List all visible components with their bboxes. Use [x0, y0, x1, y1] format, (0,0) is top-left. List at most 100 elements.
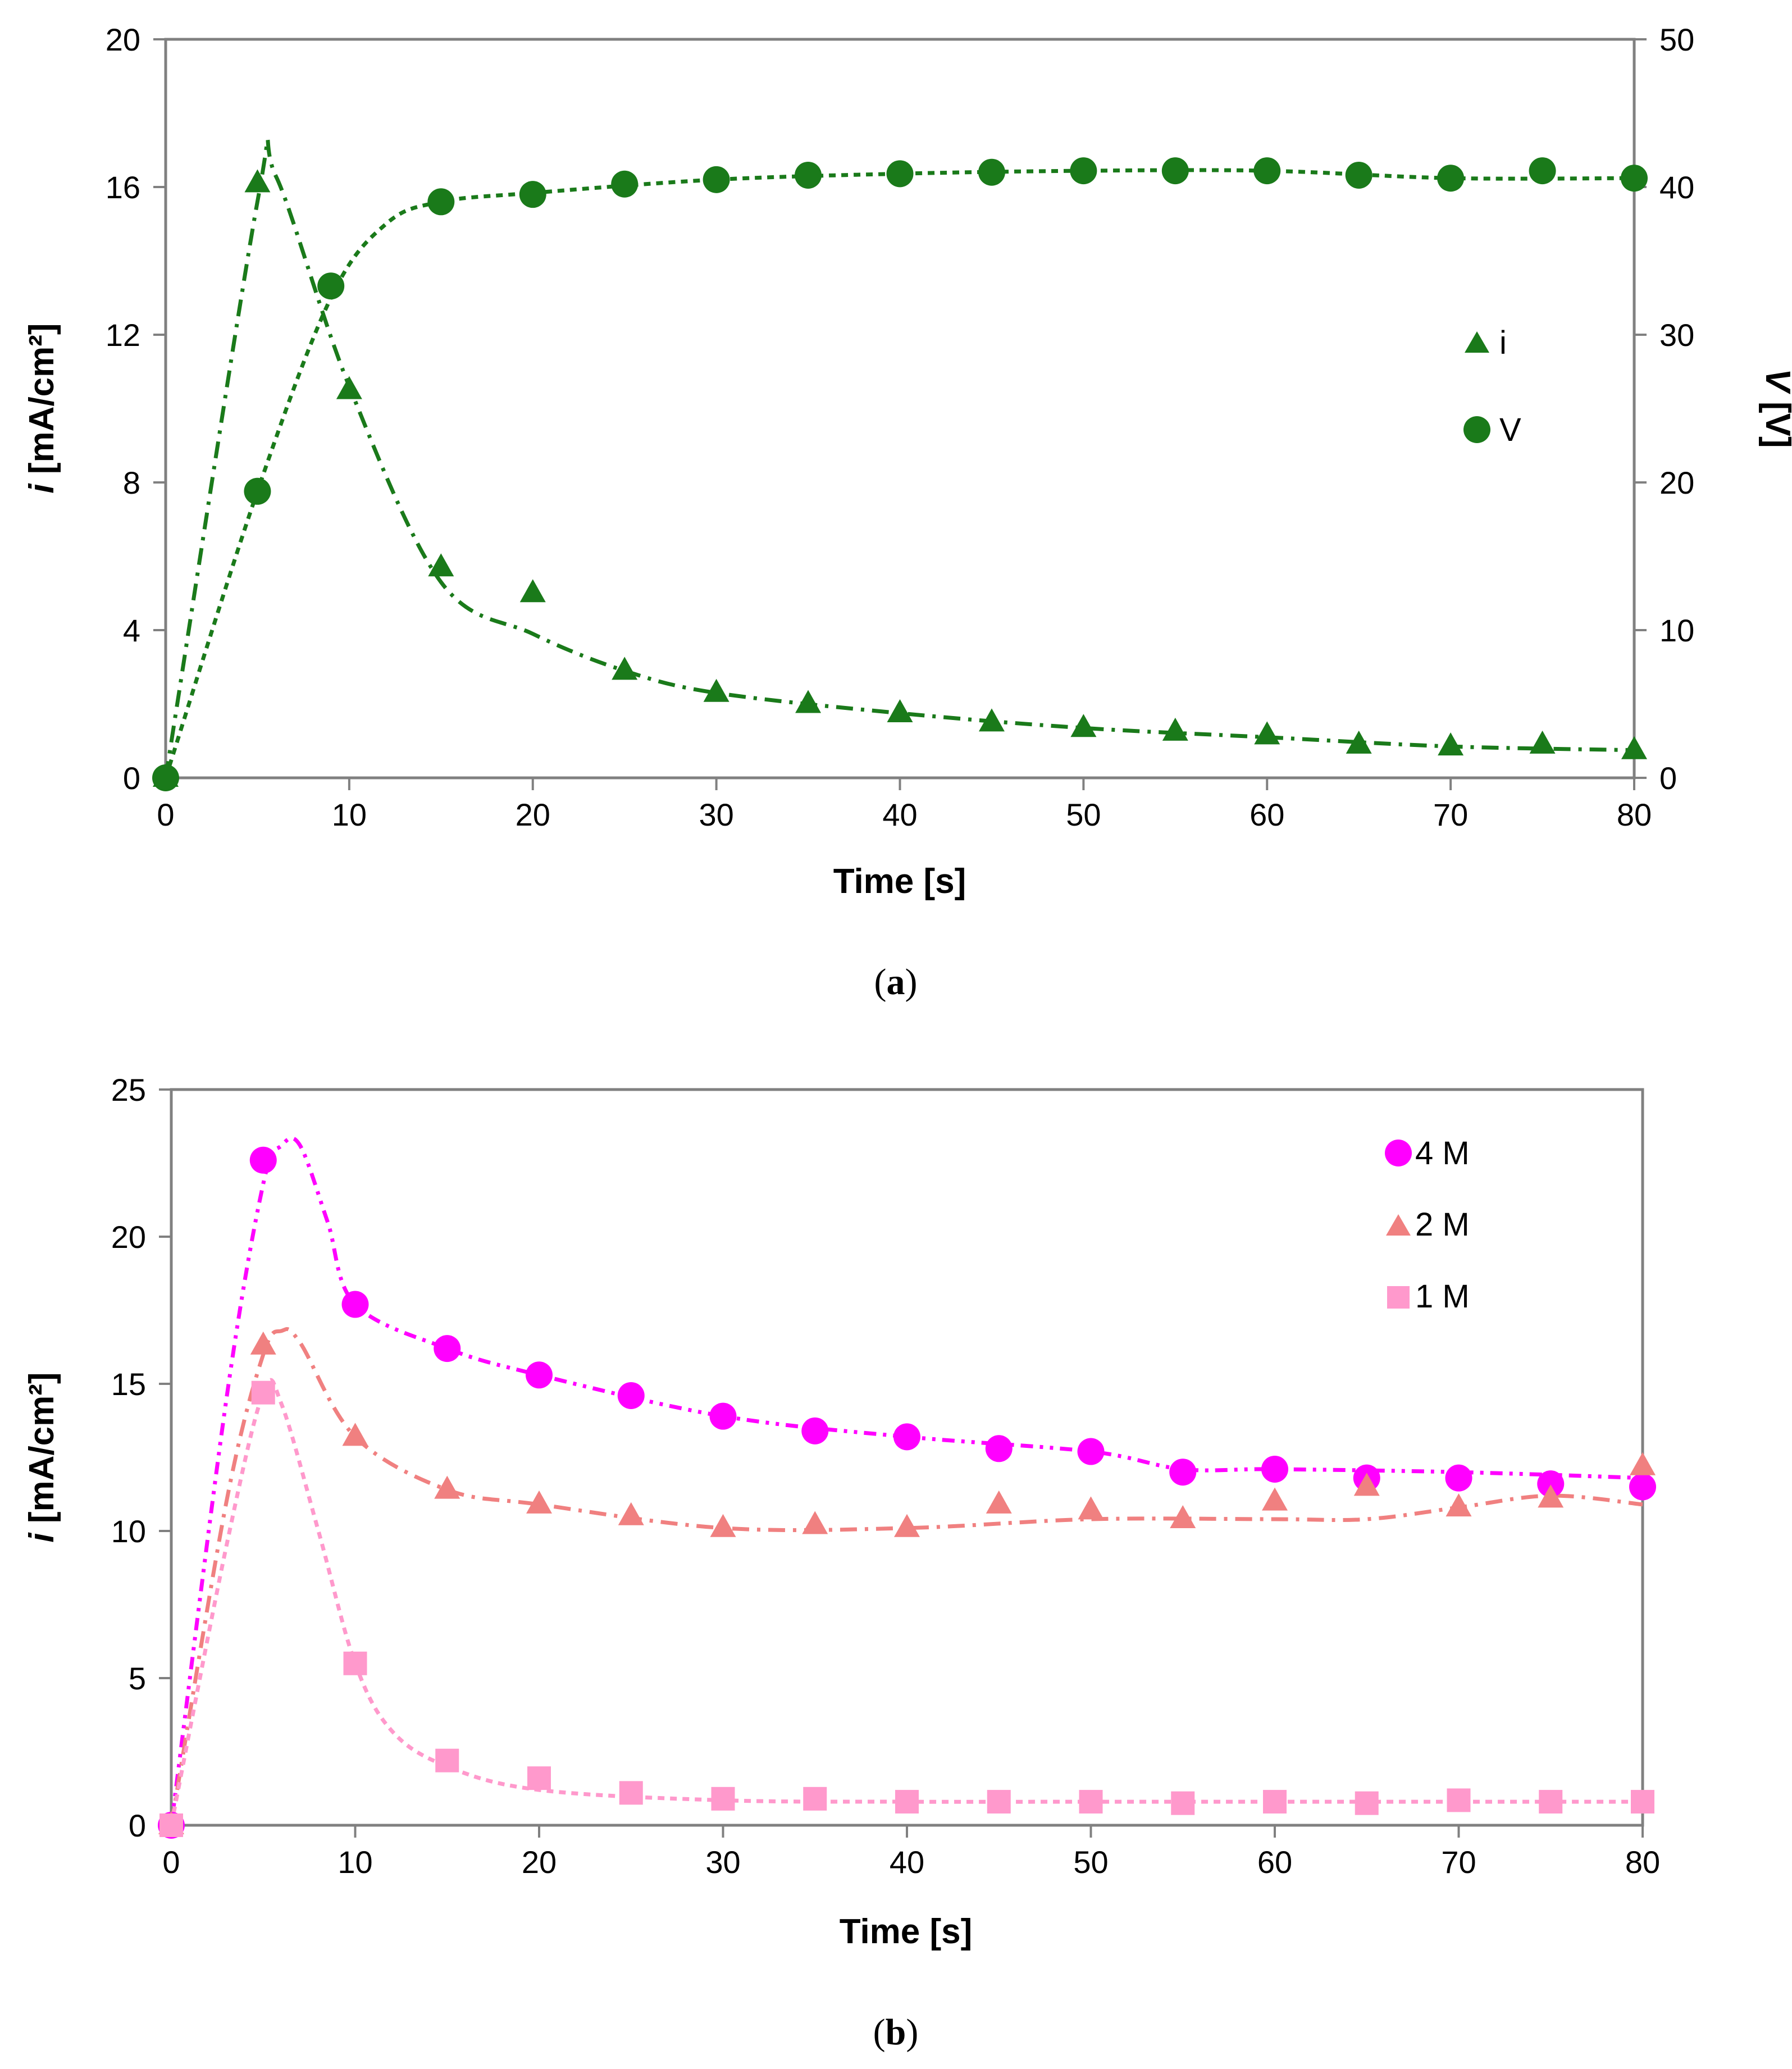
- chart-b-ytick-label: 15: [111, 1366, 146, 1402]
- chart-a-ytick-label: 12: [106, 317, 140, 353]
- chart-b-point-2m: [342, 1423, 368, 1446]
- chart-b-point-2m: [710, 1514, 736, 1537]
- chart-b-point-2m: [1446, 1493, 1472, 1517]
- chart-a-xtick-label: 10: [332, 797, 367, 832]
- legend-triangle-icon: [1465, 331, 1489, 353]
- chart-b-point-1m: [895, 1790, 919, 1814]
- chart-b-xtick-label: 40: [890, 1844, 924, 1880]
- chart-b-point-2m: [526, 1490, 552, 1514]
- chart-b-point-4m: [985, 1435, 1013, 1462]
- chart-a-xtick-label: 60: [1250, 797, 1284, 832]
- chart-a-point-i: [887, 699, 913, 722]
- chart-a-point-v: [1437, 165, 1465, 192]
- legend-circle-icon: [1463, 416, 1490, 443]
- chart-a-caption: (a): [874, 961, 918, 1002]
- chart-b-point-2m: [250, 1331, 276, 1355]
- chart-b-point-2m: [986, 1490, 1012, 1514]
- chart-b-point-4m: [709, 1402, 737, 1430]
- chart-a-xtick-label: 80: [1617, 797, 1652, 832]
- chart-b-point-1m: [803, 1787, 827, 1811]
- chart-b-point-2m: [802, 1511, 828, 1534]
- chart-b-point-1m: [1539, 1790, 1563, 1814]
- chart-b-point-1m: [1447, 1788, 1471, 1812]
- chart-a-ytick-right-label: 30: [1659, 317, 1694, 353]
- legend-circle-icon: [1385, 1140, 1412, 1166]
- chart-a-point-i: [1254, 721, 1280, 745]
- chart-a-ytick-label: 16: [106, 170, 140, 205]
- chart-a-ytick-label: 8: [123, 465, 140, 500]
- chart-a-point-v: [1161, 157, 1189, 185]
- legend-square-icon: [1387, 1286, 1410, 1309]
- legend-label-2m: 2 M: [1415, 1206, 1470, 1243]
- chart-a-point-v: [1621, 165, 1648, 192]
- legend-triangle-icon: [1386, 1214, 1411, 1236]
- chart-a-point-i: [1346, 730, 1372, 754]
- chart-b-point-4m: [893, 1423, 920, 1451]
- chart-b: 0 10 20 30 40 50 60 70 80 0 5 10 15 20 25 Time [s] i […: [22, 1072, 1660, 2053]
- chart-b-point-1m: [711, 1787, 735, 1811]
- chart-b-xtick-label: 0: [162, 1844, 180, 1880]
- chart-b-xtick-label: 20: [522, 1844, 557, 1880]
- chart-b-point-1m: [1263, 1790, 1287, 1814]
- chart-a-point-i: [1162, 717, 1188, 741]
- chart-a-point-v: [519, 181, 546, 208]
- chart-a-point-v: [152, 764, 179, 791]
- chart-a-point-v: [1345, 161, 1373, 189]
- chart-a-point-i: [795, 690, 822, 713]
- chart-b-point-4m: [617, 1382, 645, 1409]
- chart-b-ytick-label: 25: [111, 1072, 146, 1108]
- chart-a-point-i: [244, 169, 271, 193]
- chart-b-point-2m: [434, 1475, 460, 1499]
- chart-a-point-v: [795, 161, 822, 189]
- chart-a-point-i: [1621, 736, 1647, 759]
- chart-b-xtick-label: 10: [338, 1844, 372, 1880]
- chart-a-point-i: [519, 579, 546, 603]
- chart-b-point-1m: [159, 1813, 183, 1837]
- chart-b-point-1m: [527, 1766, 551, 1790]
- chart-a-ytick-right-label: 0: [1659, 760, 1677, 796]
- chart-b-point-4m: [526, 1361, 553, 1389]
- chart-b-point-4m: [801, 1417, 829, 1444]
- chart-a-xtick-label: 20: [516, 797, 550, 832]
- chart-b-point-1m: [1079, 1790, 1103, 1814]
- chart-a-point-v: [1529, 157, 1556, 185]
- chart-b-xtick-label: 60: [1257, 1844, 1292, 1880]
- chart-b-point-1m: [343, 1651, 367, 1675]
- chart-a-fit-line-v: [163, 168, 1635, 779]
- chart-a-point-i: [703, 678, 729, 702]
- chart-b-point-2m: [1078, 1496, 1104, 1520]
- chart-b-point-1m: [251, 1380, 275, 1405]
- chart-a-xlabel: Time [s]: [833, 862, 966, 901]
- chart-b-point-4m: [434, 1335, 461, 1362]
- chart-a-point-i: [428, 553, 454, 577]
- chart-a-xtick-label: 30: [699, 797, 733, 832]
- chart-a-point-v: [427, 188, 455, 216]
- chart-b-point-2m: [1630, 1452, 1656, 1475]
- chart-b-point-2m: [1170, 1505, 1196, 1529]
- chart-a-point-i: [1438, 732, 1464, 756]
- chart-a-point-v: [886, 160, 914, 188]
- chart-a-legend: i V: [1463, 325, 1521, 448]
- legend-label-4m: 4 M: [1415, 1135, 1470, 1172]
- chart-b-point-2m: [1538, 1484, 1564, 1508]
- chart-b-fit-line-2m: [169, 1327, 1643, 1826]
- chart-b-point-2m: [1353, 1473, 1380, 1496]
- chart-b-caption: (b): [873, 2012, 919, 2053]
- chart-a-point-i: [336, 376, 362, 399]
- chart-a-point-v: [317, 272, 345, 300]
- chart-a-ylabel-right: V [V]: [1758, 368, 1792, 448]
- chart-a-xtick-label: 50: [1066, 797, 1101, 832]
- chart-b-point-4m: [249, 1146, 277, 1174]
- chart-b-xtick-label: 80: [1625, 1844, 1660, 1880]
- chart-b-point-1m: [1171, 1791, 1195, 1815]
- chart-b-point-4m: [1261, 1455, 1288, 1483]
- chart-a-ytick-right-label: 40: [1659, 170, 1694, 205]
- chart-a-point-i: [978, 708, 1005, 732]
- chart-a-point-v: [611, 170, 639, 198]
- chart-b-point-2m: [1262, 1487, 1288, 1511]
- chart-b-legend: 4 M 2 M 1 M: [1385, 1135, 1470, 1315]
- chart-a-point-v: [244, 477, 271, 505]
- chart-a-ytick-right-label: 20: [1659, 465, 1694, 500]
